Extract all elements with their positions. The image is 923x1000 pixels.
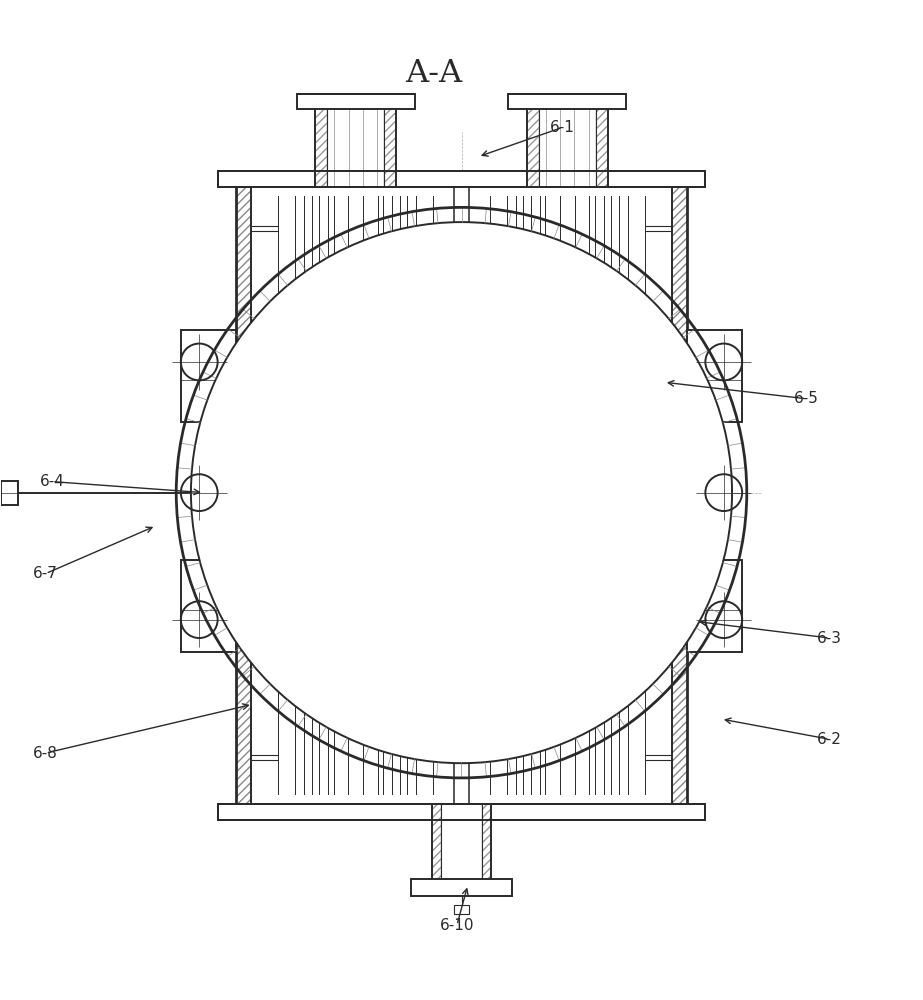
Text: 6-1: 6-1 [550,120,575,135]
Bar [432,804,491,881]
Text: A-A: A-A [405,58,462,89]
Text: 6-8: 6-8 [33,746,58,761]
Bar [412,879,511,896]
Text: 6-3: 6-3 [817,631,842,646]
Text: 6-7: 6-7 [33,566,58,581]
Polygon shape [432,804,441,881]
Bar [687,330,742,422]
Polygon shape [672,187,687,804]
Text: 6-4: 6-4 [40,474,65,489]
Bar [218,171,705,187]
Bar [297,94,414,109]
Bar [687,560,742,652]
Bar [181,560,236,652]
Polygon shape [384,109,396,187]
Bar [315,109,396,187]
Bar [218,804,705,820]
Bar [2,481,18,505]
Polygon shape [482,804,491,881]
Bar [454,905,469,914]
Bar [251,485,672,496]
Polygon shape [315,109,327,187]
Bar [527,109,608,187]
Text: 6-5: 6-5 [794,391,819,406]
Circle shape [191,222,732,763]
Polygon shape [236,187,251,804]
Bar [218,171,705,187]
Bar [218,804,705,820]
Text: 6-2: 6-2 [817,732,842,747]
Polygon shape [596,109,608,187]
Polygon shape [527,109,539,187]
Bar [236,187,687,804]
Bar [509,94,626,109]
Text: 6-10: 6-10 [439,918,474,933]
Bar [181,330,236,422]
